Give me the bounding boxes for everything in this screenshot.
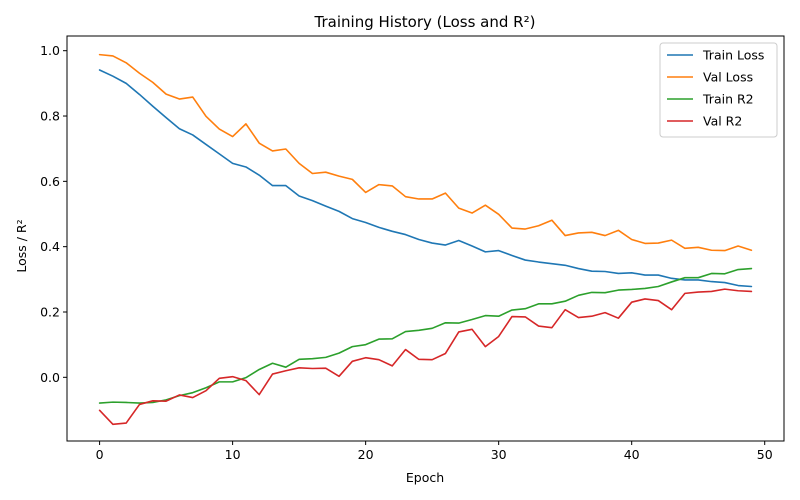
plot-frame — [66, 35, 785, 442]
y-tick-label: 0.4 — [40, 239, 60, 254]
y-tick-label: 0.8 — [40, 109, 60, 124]
y-tick-label: 0.6 — [40, 174, 60, 189]
y-tick-label: 1.0 — [40, 43, 60, 58]
y-tick-label: 0.2 — [40, 304, 60, 319]
y-axis-title: Loss / R² — [14, 219, 29, 272]
series-line-val-r2 — [98, 288, 753, 426]
plot-lines — [98, 53, 753, 426]
legend-label-train-r2: Train R2 — [702, 92, 754, 107]
x-tick-label: 40 — [624, 447, 640, 462]
x-tick-label: 10 — [225, 447, 241, 462]
y-tick-label: 0.0 — [40, 370, 60, 385]
legend-box — [659, 42, 778, 138]
series-line-train-loss — [98, 69, 753, 288]
legend-label-val-loss: Val Loss — [703, 70, 753, 85]
x-tick-label: 30 — [491, 447, 507, 462]
series-line-train-r2 — [98, 267, 753, 404]
legend: Train Loss Val Loss Train R2 Val R2 — [659, 42, 778, 138]
x-axis-title: Epoch — [406, 470, 444, 485]
x-tick-label: 20 — [358, 447, 374, 462]
y-axis: 0.0 0.2 0.4 0.6 0.8 1.0 — [40, 43, 67, 385]
series-line-val-loss — [98, 53, 753, 252]
x-tick-label: 0 — [96, 447, 104, 462]
x-axis: 0 10 20 30 40 50 — [96, 441, 773, 462]
chart-title: Training History (Loss and R²) — [314, 13, 536, 31]
legend-label-val-r2: Val R2 — [703, 114, 742, 129]
x-tick-label: 50 — [757, 447, 773, 462]
legend-label-train-loss: Train Loss — [702, 48, 764, 63]
